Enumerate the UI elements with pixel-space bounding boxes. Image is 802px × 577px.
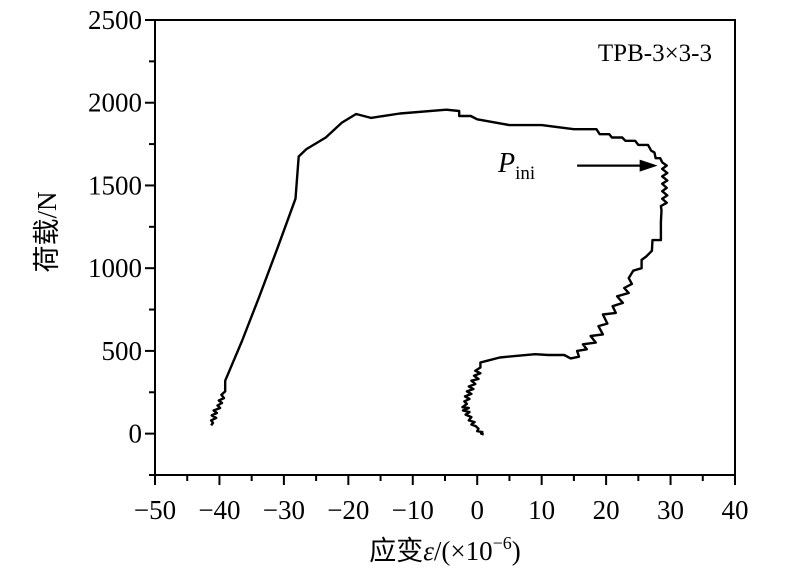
y-axis-label: 荷载/N (32, 192, 62, 273)
x-tick-label: 40 (722, 495, 749, 525)
x-axis-label-main: 应变 (369, 536, 423, 566)
annotation-p-ini: Pini (497, 148, 535, 184)
x-axis-label-symbol: ε (423, 536, 434, 566)
annotation-main: P (497, 148, 515, 179)
x-tick-label: 20 (593, 495, 620, 525)
legend-label: TPB-3×3-3 (598, 40, 712, 67)
x-tick-label: 30 (657, 495, 684, 525)
x-tick-label: 10 (528, 495, 555, 525)
x-tick-label: 0 (470, 495, 484, 525)
y-axis-ticks: 0 500 1000 1500 2000 2500 (88, 5, 155, 476)
x-axis-label: 应变ε/(×10−6) (369, 533, 521, 566)
series-line (209, 108, 669, 436)
x-tick-label: −50 (134, 495, 176, 525)
x-tick-label: −10 (392, 495, 434, 525)
x-tick-label: −40 (198, 495, 240, 525)
x-tick-label: −20 (327, 495, 369, 525)
annotation-sub: ini (515, 163, 535, 184)
x-axis-ticks: −50 −40 −30 −20 −10 0 10 20 30 40 (134, 475, 749, 525)
x-axis-label-close: ) (512, 536, 521, 566)
y-tick-label: 2500 (88, 5, 142, 35)
y-tick-label: 1000 (88, 253, 142, 283)
x-axis-label-exponent: −6 (493, 533, 512, 553)
y-tick-label: 500 (102, 336, 143, 366)
y-tick-label: 0 (129, 419, 143, 449)
y-tick-label: 2000 (88, 88, 142, 118)
y-tick-label: 1500 (88, 170, 142, 200)
x-axis-label-unit: /(×10 (434, 536, 493, 566)
x-tick-label: −30 (263, 495, 305, 525)
annotation-arrow-head (639, 159, 658, 172)
